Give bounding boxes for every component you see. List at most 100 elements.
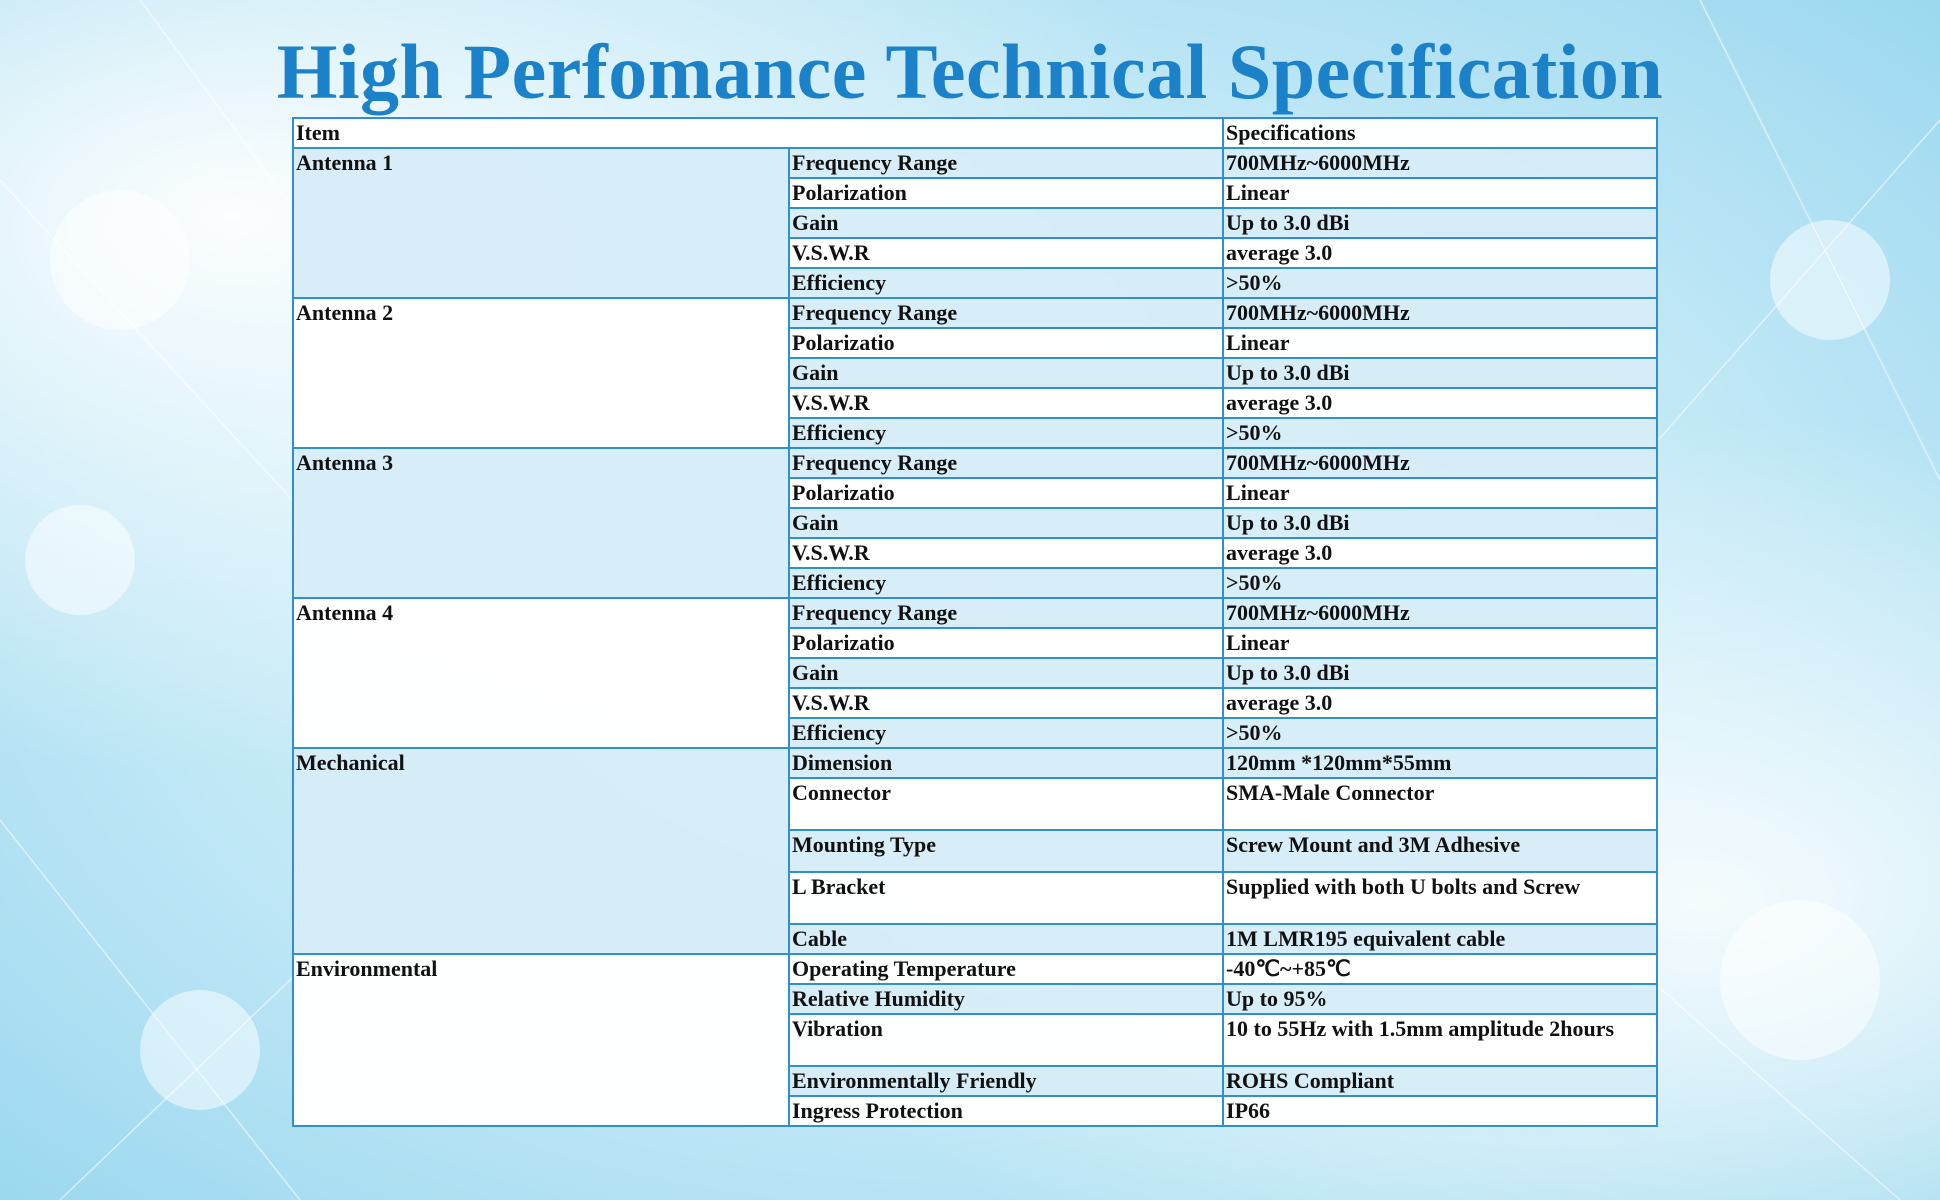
parameter-cell: Environmentally Friendly xyxy=(787,1065,1225,1097)
specification-table: Item Specifications Antenna 1 Frequency R… xyxy=(291,117,1658,1127)
table-row: Antenna 3 Frequency Range 700MHz~6000MHz xyxy=(292,447,1658,599)
parameter-cell: Mounting Type xyxy=(787,829,1225,873)
table-row: Polarization Linear xyxy=(293,177,1658,209)
parameter-cell: Frequency Range xyxy=(787,447,1225,479)
group-name-cell: Mechanical xyxy=(292,747,790,955)
value-cell: Linear xyxy=(1222,177,1658,209)
table-row: V.S.W.R average 3.0 xyxy=(293,537,1658,569)
value-cell: Up to 3.0 dBi xyxy=(1222,357,1658,389)
parameter-cell: V.S.W.R xyxy=(787,687,1225,719)
value-cell: average 3.0 xyxy=(1222,537,1658,569)
header-item: Item xyxy=(291,117,1225,149)
parameter-cell: L Bracket xyxy=(787,871,1225,925)
value-cell: Up to 3.0 dBi xyxy=(1222,207,1658,239)
parameter-cell: Gain xyxy=(787,207,1225,239)
value-cell: SMA-Male Connector xyxy=(1222,777,1658,831)
parameter-cell: Efficiency xyxy=(787,267,1225,299)
parameter-cell: Vibration xyxy=(787,1013,1225,1067)
parameter-cell: Gain xyxy=(787,357,1225,389)
table-row: Polarizatio Linear xyxy=(293,327,1658,359)
table-row: Antenna 4 Frequency Range 700MHz~6000MHz xyxy=(292,597,1658,749)
table-row: Polarizatio Linear xyxy=(293,477,1658,509)
parameter-cell: Cable xyxy=(787,923,1225,955)
table-row: V.S.W.R average 3.0 xyxy=(293,687,1658,719)
group-name-cell: Antenna 3 xyxy=(292,447,790,599)
table-row: Gain Up to 3.0 dBi xyxy=(293,507,1658,539)
value-cell: 1M LMR195 equivalent cable xyxy=(1222,923,1658,955)
parameter-cell: Gain xyxy=(787,507,1225,539)
parameter-cell: Relative Humidity xyxy=(787,983,1225,1015)
value-cell: 120mm *120mm*55mm xyxy=(1222,747,1658,779)
value-cell: Supplied with both U bolts and Screw xyxy=(1222,871,1658,925)
parameter-cell: Connector xyxy=(787,777,1225,831)
table-header-row: Item Specifications xyxy=(291,117,1658,149)
table-row: Polarizatio Linear xyxy=(293,627,1658,659)
group-name-cell: Antenna 2 xyxy=(292,297,790,449)
table-row: Antenna 1 Frequency Range 700MHz~6000MHz xyxy=(292,147,1658,299)
value-cell: Up to 3.0 dBi xyxy=(1222,657,1658,689)
parameter-cell: Polarizatio xyxy=(787,627,1225,659)
value-cell: Linear xyxy=(1222,477,1658,509)
value-cell: Linear xyxy=(1222,627,1658,659)
table-row: Ingress Protection IP66 xyxy=(293,1095,1658,1127)
parameter-cell: Polarizatio xyxy=(787,327,1225,359)
parameter-cell: Gain xyxy=(787,657,1225,689)
table-row: Mechanical Dimension 120mm *120mm*55mm xyxy=(292,747,1658,955)
table-row: Environmentally Friendly ROHS Compliant xyxy=(293,1065,1658,1097)
table-row: V.S.W.R average 3.0 xyxy=(293,387,1658,419)
value-cell: ROHS Compliant xyxy=(1222,1065,1658,1097)
table-row: Gain Up to 3.0 dBi xyxy=(293,357,1658,389)
table-row: Efficiency >50% xyxy=(293,267,1658,299)
page-title: High Perfomance Technical Specification xyxy=(276,28,1664,115)
value-cell: -40℃~+85℃ xyxy=(1222,953,1658,985)
table-row: Antenna 2 Frequency Range 700MHz~6000MHz xyxy=(292,297,1658,449)
parameter-cell: V.S.W.R xyxy=(787,237,1225,269)
value-cell: average 3.0 xyxy=(1222,687,1658,719)
table-row: Efficiency >50% xyxy=(293,417,1658,449)
value-cell: 700MHz~6000MHz xyxy=(1222,147,1658,179)
value-cell: 700MHz~6000MHz xyxy=(1222,447,1658,479)
value-cell: IP66 xyxy=(1222,1095,1658,1127)
table-row: Environmental Operating Temperature -40℃~+… xyxy=(292,953,1658,1127)
parameter-cell: Polarization xyxy=(787,177,1225,209)
parameter-cell: V.S.W.R xyxy=(787,387,1225,419)
table-row: Mounting Type Screw Mount and 3M Adhesive xyxy=(293,829,1658,873)
value-cell: average 3.0 xyxy=(1222,237,1658,269)
value-cell: Linear xyxy=(1222,327,1658,359)
value-cell: Up to 3.0 dBi xyxy=(1222,507,1658,539)
value-cell: Up to 95% xyxy=(1222,983,1658,1015)
value-cell: >50% xyxy=(1222,267,1658,299)
parameter-cell: Ingress Protection xyxy=(787,1095,1225,1127)
header-specifications: Specifications xyxy=(1222,117,1658,149)
table-row: Efficiency >50% xyxy=(293,717,1658,749)
value-cell: Screw Mount and 3M Adhesive xyxy=(1222,829,1658,873)
table-row: V.S.W.R average 3.0 xyxy=(293,237,1658,269)
table-row: Relative Humidity Up to 95% xyxy=(293,983,1658,1015)
value-cell: 700MHz~6000MHz xyxy=(1222,597,1658,629)
parameter-cell: Efficiency xyxy=(787,717,1225,749)
value-cell: >50% xyxy=(1222,567,1658,599)
table-row: Connector SMA-Male Connector xyxy=(293,777,1658,831)
group-name-cell: Environmental xyxy=(292,953,790,1127)
table-row: Cable 1M LMR195 equivalent cable xyxy=(293,923,1658,955)
parameter-cell: V.S.W.R xyxy=(787,537,1225,569)
table-row: Vibration 10 to 55Hz with 1.5mm amplitude… xyxy=(293,1013,1658,1067)
table-row: Gain Up to 3.0 dBi xyxy=(293,657,1658,689)
parameter-cell: Frequency Range xyxy=(787,147,1225,179)
parameter-cell: Polarizatio xyxy=(787,477,1225,509)
group-name-cell: Antenna 1 xyxy=(292,147,790,299)
parameter-cell: Operating Temperature xyxy=(787,953,1225,985)
value-cell: average 3.0 xyxy=(1222,387,1658,419)
value-cell: >50% xyxy=(1222,717,1658,749)
table-row: Gain Up to 3.0 dBi xyxy=(293,207,1658,239)
value-cell: >50% xyxy=(1222,417,1658,449)
value-cell: 10 to 55Hz with 1.5mm amplitude 2hours xyxy=(1222,1013,1658,1067)
parameter-cell: Frequency Range xyxy=(787,597,1225,629)
value-cell: 700MHz~6000MHz xyxy=(1222,297,1658,329)
group-name-cell: Antenna 4 xyxy=(292,597,790,749)
parameter-cell: Dimension xyxy=(787,747,1225,779)
parameter-cell: Efficiency xyxy=(787,567,1225,599)
table-row: L Bracket Supplied with both U bolts and … xyxy=(293,871,1658,925)
table-row: Efficiency >50% xyxy=(293,567,1658,599)
parameter-cell: Efficiency xyxy=(787,417,1225,449)
